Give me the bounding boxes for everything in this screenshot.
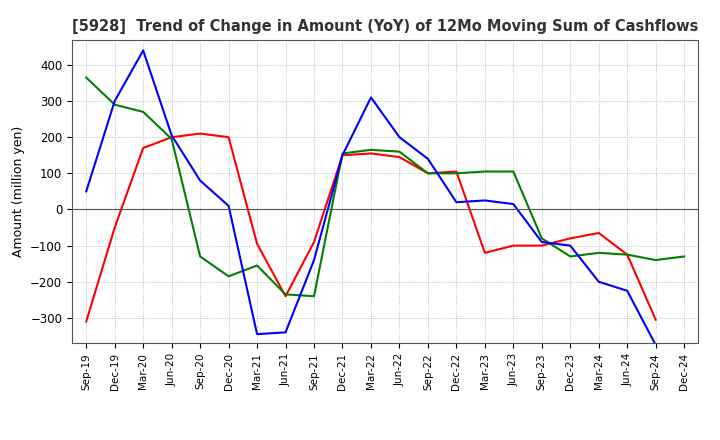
Investing Cashflow: [110, 102, 119, 107]
Free Cashflow: [196, 178, 204, 183]
Investing Cashflow: [480, 169, 489, 174]
Line: Operating Cashflow: Operating Cashflow: [86, 134, 656, 322]
Investing Cashflow: [680, 254, 688, 259]
Investing Cashflow: [452, 171, 461, 176]
Operating Cashflow: [480, 250, 489, 256]
Free Cashflow: [537, 239, 546, 245]
Title: [5928]  Trend of Change in Amount (YoY) of 12Mo Moving Sum of Cashflows: [5928] Trend of Change in Amount (YoY) o…: [72, 19, 698, 34]
Operating Cashflow: [110, 225, 119, 230]
Investing Cashflow: [82, 75, 91, 80]
Operating Cashflow: [452, 169, 461, 174]
Investing Cashflow: [338, 151, 347, 156]
Investing Cashflow: [253, 263, 261, 268]
Line: Investing Cashflow: Investing Cashflow: [86, 77, 684, 296]
Line: Free Cashflow: Free Cashflow: [86, 51, 656, 345]
Free Cashflow: [225, 203, 233, 209]
Operating Cashflow: [623, 252, 631, 257]
Free Cashflow: [452, 200, 461, 205]
Operating Cashflow: [253, 241, 261, 246]
Operating Cashflow: [652, 317, 660, 323]
Operating Cashflow: [196, 131, 204, 136]
Operating Cashflow: [595, 230, 603, 235]
Investing Cashflow: [196, 254, 204, 259]
Operating Cashflow: [225, 135, 233, 140]
Free Cashflow: [509, 202, 518, 207]
Free Cashflow: [82, 189, 91, 194]
Investing Cashflow: [225, 274, 233, 279]
Free Cashflow: [338, 153, 347, 158]
Investing Cashflow: [595, 250, 603, 256]
Free Cashflow: [423, 156, 432, 161]
Free Cashflow: [310, 257, 318, 263]
Free Cashflow: [595, 279, 603, 284]
Y-axis label: Amount (million yen): Amount (million yen): [12, 126, 24, 257]
Free Cashflow: [652, 342, 660, 348]
Free Cashflow: [395, 135, 404, 140]
Free Cashflow: [282, 330, 290, 335]
Operating Cashflow: [139, 145, 148, 150]
Operating Cashflow: [366, 151, 375, 156]
Operating Cashflow: [395, 154, 404, 160]
Investing Cashflow: [282, 292, 290, 297]
Investing Cashflow: [623, 252, 631, 257]
Investing Cashflow: [310, 293, 318, 299]
Operating Cashflow: [310, 239, 318, 245]
Free Cashflow: [139, 48, 148, 53]
Investing Cashflow: [509, 169, 518, 174]
Operating Cashflow: [338, 153, 347, 158]
Investing Cashflow: [167, 136, 176, 142]
Free Cashflow: [110, 99, 119, 104]
Investing Cashflow: [139, 109, 148, 114]
Investing Cashflow: [395, 149, 404, 154]
Operating Cashflow: [423, 171, 432, 176]
Free Cashflow: [366, 95, 375, 100]
Investing Cashflow: [566, 254, 575, 259]
Investing Cashflow: [366, 147, 375, 153]
Free Cashflow: [253, 331, 261, 337]
Operating Cashflow: [82, 319, 91, 324]
Operating Cashflow: [167, 135, 176, 140]
Operating Cashflow: [537, 243, 546, 248]
Operating Cashflow: [282, 293, 290, 299]
Investing Cashflow: [537, 236, 546, 241]
Operating Cashflow: [509, 243, 518, 248]
Free Cashflow: [566, 243, 575, 248]
Investing Cashflow: [652, 257, 660, 263]
Free Cashflow: [623, 288, 631, 293]
Free Cashflow: [480, 198, 489, 203]
Free Cashflow: [167, 133, 176, 138]
Investing Cashflow: [423, 171, 432, 176]
Operating Cashflow: [566, 236, 575, 241]
